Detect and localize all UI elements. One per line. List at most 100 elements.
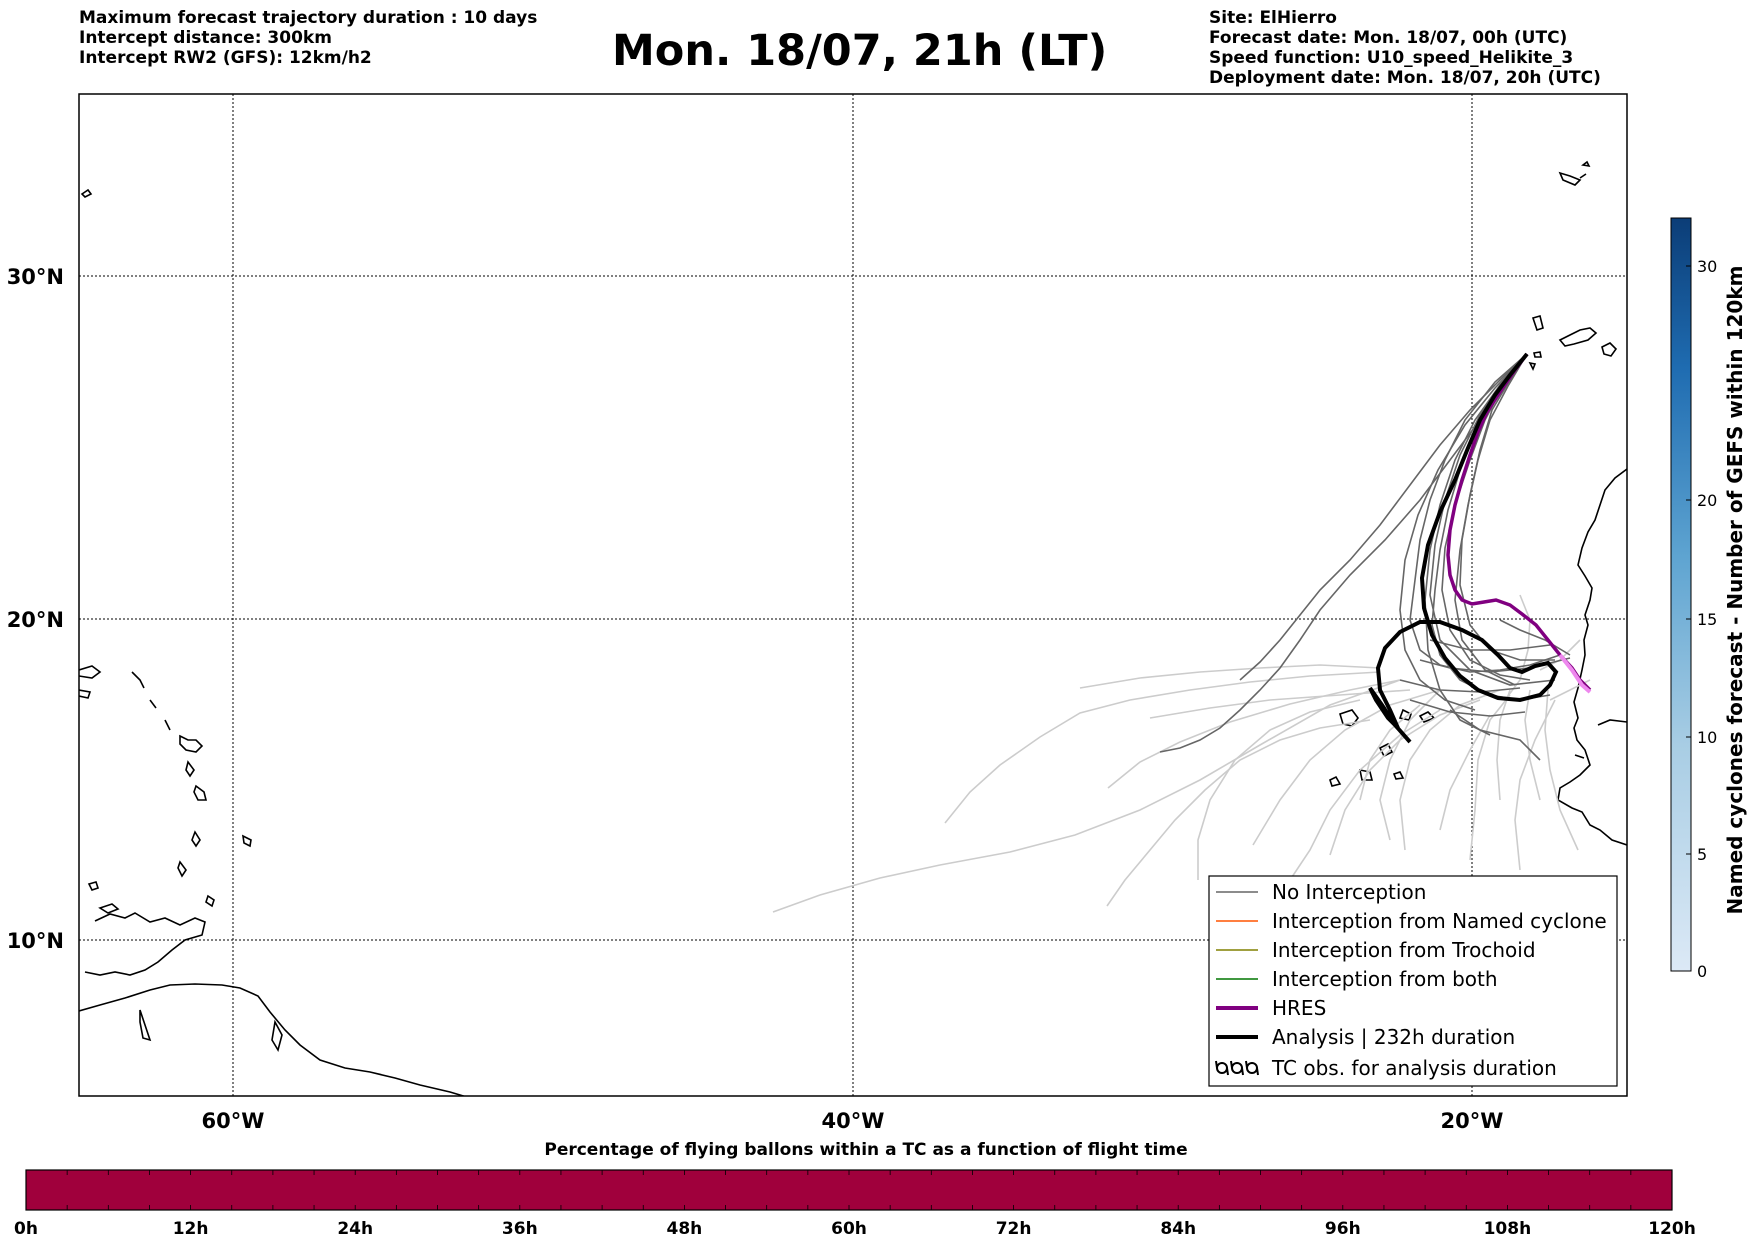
madeira-2: [1579, 173, 1587, 179]
madeira: [1558, 171, 1582, 186]
trajectory-light: [1197, 699, 1361, 880]
south-america-coast: [79, 983, 467, 1096]
lat-label-30n: 30°N: [7, 265, 64, 289]
legend-label: HRES: [1272, 996, 1326, 1020]
el-hierro: [1528, 361, 1537, 371]
timebar-ticks: [66, 1170, 1632, 1210]
timebar-tick: 120h: [1648, 1219, 1696, 1239]
tenerife: [1558, 327, 1598, 347]
intercept-distance-text: Intercept distance: 300km: [79, 28, 332, 48]
legend-item-hres: HRES: [1216, 996, 1326, 1020]
deployment-date-text: Deployment date: Mon. 18/07, 20h (UTC): [1209, 68, 1601, 88]
trajectory-light: [944, 671, 1381, 824]
lake-maracaibo: [139, 1009, 152, 1042]
st-lucia: [191, 830, 201, 848]
timebar-tick: 0h: [14, 1219, 38, 1239]
legend-item-trochoid: Interception from Trochoid: [1216, 938, 1536, 962]
colorbar-label: Named cyclones forecast - Number of GEFS…: [1723, 266, 1747, 915]
legend-label: Interception from Named cyclone: [1272, 909, 1607, 933]
timebar-fill: [25, 1169, 1673, 1211]
trajectory-light: [1514, 699, 1556, 871]
legend-label: No Interception: [1272, 880, 1426, 904]
island-west-1: [79, 689, 92, 699]
site-text: Site: ElHierro: [1209, 8, 1337, 28]
ensemble-trajectories-dark: [1159, 353, 1571, 761]
legend-label: Interception from Trochoid: [1272, 938, 1536, 962]
colorbar-tick: 15: [1697, 610, 1717, 629]
trajectory-light: [1399, 689, 1501, 851]
trajectory-dark: [1399, 679, 1521, 693]
martinique: [193, 784, 208, 801]
timebar: Percentage of flying ballons within a TC…: [14, 1140, 1696, 1239]
lat-label-20n: 20°N: [7, 608, 64, 632]
intercept-rw2-text: Intercept RW2 (GFS): 12km/h2: [79, 48, 372, 68]
timebar-title: Percentage of flying ballons within a TC…: [544, 1140, 1187, 1160]
legend-item-analysis: Analysis | 232h duration: [1216, 1025, 1515, 1049]
st-vincent: [177, 860, 187, 878]
trajectory-light: [1496, 689, 1511, 801]
hres-trajectory-end: [1558, 653, 1592, 694]
colorbar-tick: 5: [1697, 845, 1707, 864]
legend-item-both: Interception from both: [1216, 967, 1498, 991]
guadeloupe: [179, 734, 204, 753]
legend-item-no-interception: No Interception: [1216, 880, 1426, 904]
legend-item-named-cyclone: Interception from Named cyclone: [1216, 909, 1607, 933]
trajectory-dark: [1239, 353, 1528, 681]
trajectory-dark: [1409, 699, 1526, 717]
trajectory-light: [1329, 699, 1481, 856]
legend-label: Analysis | 232h duration: [1272, 1025, 1515, 1049]
trajectory-light: [1289, 709, 1441, 881]
legend-item-tc-obs: TC obs. for analysis duration: [1215, 1056, 1557, 1080]
la-gomera: [1533, 351, 1542, 358]
lon-label-60w: 60°W: [202, 1109, 265, 1133]
legend-label: Interception from both: [1272, 967, 1498, 991]
trajectory-light: [1107, 679, 1401, 789]
venezuela-coast: [84, 912, 206, 976]
lon-label-20w: 20°W: [1441, 1109, 1504, 1133]
bermuda: [80, 188, 93, 198]
island-west-2: [87, 881, 100, 891]
guinea-coast: [1574, 754, 1585, 759]
trajectory-dark: [1454, 353, 1528, 686]
cape-verde-santo-antao: [1398, 708, 1412, 721]
trajectory-light: [1469, 694, 1511, 861]
lat-label-10n: 10°N: [7, 929, 64, 953]
trajectory-dark: [1449, 709, 1541, 761]
gran-canaria: [1601, 342, 1618, 357]
trajectory-light: [1544, 689, 1579, 851]
barbados: [241, 834, 252, 848]
gambia-coast: [1597, 719, 1627, 726]
trajectory-light: [1359, 704, 1421, 801]
trajectory-light: [1524, 689, 1541, 801]
cape-verde-sal: [1378, 742, 1394, 758]
colorbar-ticks: [1686, 265, 1691, 972]
porto-santo: [1581, 160, 1591, 168]
timebar-tick: 24h: [337, 1219, 373, 1239]
aruba-curacao: [98, 903, 120, 914]
forecast-info-right: Site: ElHierro Forecast date: Mon. 18/07…: [1209, 8, 1601, 88]
trajectory-light: [1252, 689, 1441, 846]
ensemble-trajectories-light: [772, 594, 1591, 913]
analysis-trajectory: [1368, 352, 1559, 744]
lon-label-40w: 40°W: [822, 1109, 885, 1133]
island-chain-1: [131, 671, 145, 689]
la-palma: [1531, 315, 1544, 332]
timebar-tick: 96h: [1325, 1219, 1361, 1239]
delta-island: [271, 1019, 283, 1053]
trajectory-light: [1439, 714, 1491, 831]
trajectory-dark: [1409, 353, 1561, 673]
colorbar: 0 5 10 15 20 30 Named cyclones forecast …: [1670, 217, 1747, 981]
hres-trajectory: [1446, 352, 1592, 692]
legend: No Interception Interception from Named …: [1208, 875, 1618, 1087]
trajectory-light: [1106, 719, 1371, 907]
trajectory-light: [1079, 664, 1381, 689]
island-chain-3: [164, 719, 171, 731]
trajectory-light: [772, 679, 1401, 913]
colorbar-tick: 10: [1697, 728, 1717, 747]
page-title: Mon. 18/07, 21h (LT): [612, 26, 1108, 76]
colorbar-tick: 0: [1697, 962, 1707, 981]
africa-coast: [1557, 468, 1627, 846]
timebar-tick: 108h: [1484, 1219, 1532, 1239]
